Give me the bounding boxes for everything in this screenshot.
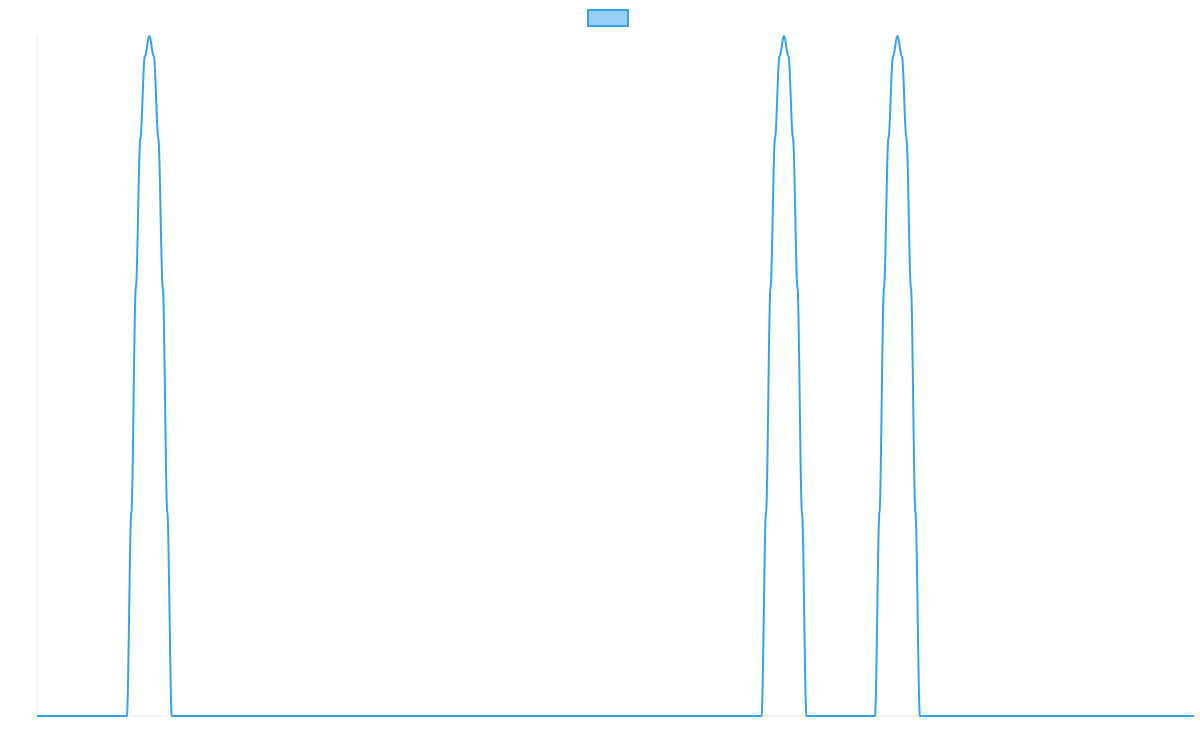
legend-swatch-0[interactable] <box>587 9 629 27</box>
axes <box>36 36 1194 717</box>
legend[interactable] <box>587 9 629 27</box>
series-line-0 <box>37 35 1194 718</box>
series-layer <box>37 35 1194 718</box>
